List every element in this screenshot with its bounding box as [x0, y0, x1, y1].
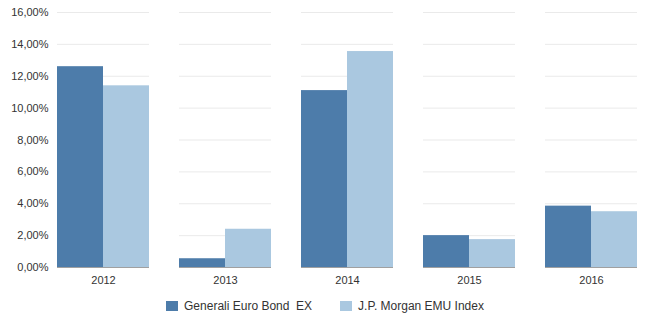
html-text:J.P. Morgan EMU Index: J.P. Morgan EMU Index	[358, 299, 484, 313]
svg-text:6,00%: 6,00%	[17, 165, 48, 177]
svg-text:2,00%: 2,00%	[17, 229, 48, 241]
svg-text:16,00%: 16,00%	[11, 6, 49, 18]
svg-text:4,00%: 4,00%	[17, 197, 48, 209]
svg-text:2015: 2015	[457, 274, 481, 286]
svg-text:2016: 2016	[579, 274, 603, 286]
svg-text:0,00%: 0,00%	[17, 261, 48, 273]
svg-text:12,00%: 12,00%	[11, 70, 49, 82]
svg-text:2012: 2012	[91, 274, 115, 286]
html-text:Generali Euro Bond EX: Generali Euro Bond EX	[184, 299, 313, 313]
svg-text:14,00%: 14,00%	[11, 38, 49, 50]
svg-text:10,00%: 10,00%	[11, 102, 49, 114]
svg-text:8,00%: 8,00%	[17, 134, 48, 146]
svg-text:2013: 2013	[213, 274, 237, 286]
svg-text:2014: 2014	[335, 274, 359, 286]
